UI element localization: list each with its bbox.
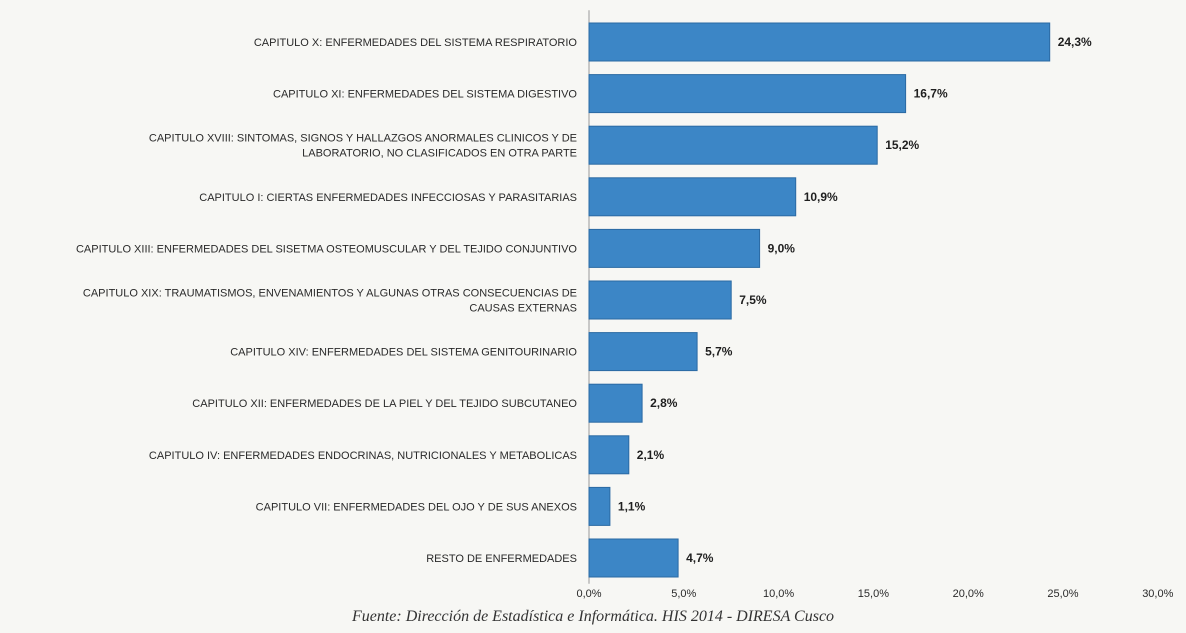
x-tick-label: 15,0% [858,588,889,600]
data-label: 15,2% [885,138,919,152]
bar [588,332,698,372]
data-label: 2,8% [650,396,678,410]
x-tick-label: 10,0% [763,588,794,600]
bar [588,74,907,114]
category-label: CAPITULO XIV: ENFERMEDADES DEL SISTEMA G… [230,347,577,359]
category-label: CAPITULO XVIII: SINTOMAS, SIGNOS Y HALLA… [149,133,577,145]
bar [588,383,643,423]
bar [588,22,1051,62]
data-label: 24,3% [1058,35,1092,49]
x-tick-label: 5,0% [671,588,696,600]
category-label: CAPITULO X: ENFERMEDADES DEL SISTEMA RES… [254,37,578,49]
data-label: 7,5% [739,293,767,307]
data-label: 9,0% [768,241,796,255]
data-label: 2,1% [637,448,665,462]
bar [588,538,679,578]
category-label: CAPITULO XII: ENFERMEDADES DE LA PIEL Y … [192,398,577,410]
data-label: 4,7% [686,551,714,565]
category-label: LABORATORIO, NO CLASIFICADOS EN OTRA PAR… [302,148,577,160]
bar [588,177,797,217]
data-label: 1,1% [618,499,646,513]
data-label: 10,9% [804,190,838,204]
category-label: CAPITULO XIII: ENFERMEDADES DEL SISETMA … [76,243,577,255]
bar-chart: 24,3% CAPITULO X: ENFERMEDADES DEL SISTEM… [76,10,1174,600]
source-note: Fuente: Dirección de Estadística e Infor… [351,608,835,625]
category-label: CAPITULO I: CIERTAS ENFERMEDADES INFECCI… [199,192,577,204]
x-tick-label: 30,0% [1142,588,1173,600]
category-label: CAPITULO XIX: TRAUMATISMOS, ENVENAMIENTO… [83,288,577,300]
category-label: CAPITULO IV: ENFERMEDADES ENDOCRINAS, NU… [149,450,577,462]
bar [588,280,732,320]
category-label: RESTO DE ENFERMEDADES [426,553,577,565]
data-label: 5,7% [705,345,733,359]
bar [588,228,761,268]
x-tick-label: 20,0% [953,588,984,600]
bar [588,486,611,526]
category-label: CAPITULO VII: ENFERMEDADES DEL OJO Y DE … [256,501,577,513]
category-label: CAUSAS EXTERNAS [469,303,577,315]
category-label: CAPITULO XI: ENFERMEDADES DEL SISTEMA DI… [273,89,577,101]
bar [588,125,878,165]
x-tick-label: 25,0% [1047,588,1078,600]
data-label: 16,7% [914,87,948,101]
bar [588,435,630,475]
x-tick-label: 0,0% [576,588,601,600]
